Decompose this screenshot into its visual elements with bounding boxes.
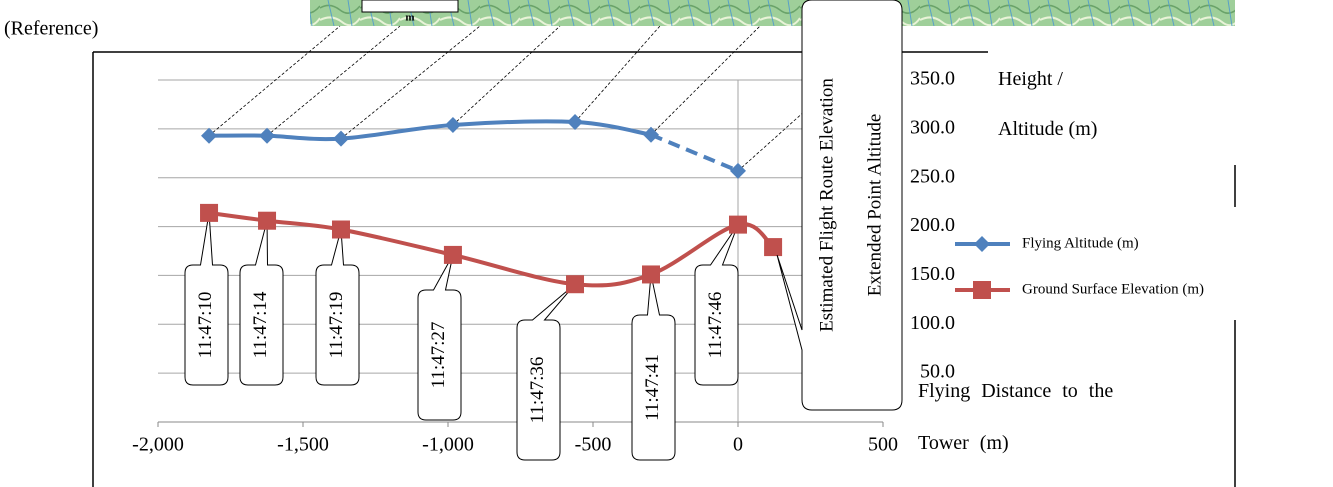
x-tick-label: 500 <box>868 434 898 456</box>
y-tick-label: 150.0 <box>910 263 955 285</box>
map-leader <box>341 26 480 139</box>
marker <box>333 131 349 147</box>
annotation: Extended Point Altitude <box>864 114 885 297</box>
series-line-dashed <box>651 135 738 171</box>
time-label: 11:47:19 <box>326 292 347 359</box>
marker <box>200 204 218 222</box>
marker <box>729 216 747 234</box>
map-leader <box>575 26 660 122</box>
x-tick-label: -2,000 <box>132 434 184 456</box>
time-label: 11:47:41 <box>642 354 663 421</box>
y-tick-label: 350.0 <box>910 68 955 90</box>
time-label: 11:47:46 <box>705 292 726 359</box>
series-line <box>209 213 773 286</box>
marker <box>258 212 276 230</box>
marker <box>764 238 782 256</box>
y-tick-label: 300.0 <box>910 116 955 138</box>
y-tick-label: 100.0 <box>910 312 955 334</box>
series-line <box>209 121 651 139</box>
marker <box>332 221 350 239</box>
marker <box>730 163 746 179</box>
legend-label: Ground Surface Elevation (m) <box>1022 281 1204 297</box>
marker <box>259 128 275 144</box>
marker <box>444 246 462 264</box>
annotation: Estimated Flight Route Elevation <box>816 78 837 332</box>
y-tick-label: 250.0 <box>910 165 955 187</box>
legend-marker <box>973 281 991 299</box>
time-label: 11:47:10 <box>195 292 216 359</box>
time-label: 11:47:27 <box>428 322 449 389</box>
chart: m (Reference) 50.0100.0150.0200.0250.030… <box>0 0 1333 487</box>
map-leader <box>267 26 400 136</box>
marker <box>201 128 217 144</box>
y-tick-label: 200.0 <box>910 214 955 236</box>
time-label: 11:47:36 <box>527 357 548 424</box>
x-tick-label: -500 <box>575 434 612 456</box>
marker <box>567 114 583 130</box>
marker <box>566 275 584 293</box>
map-leader <box>453 26 560 125</box>
map-scale-bar <box>362 0 458 12</box>
time-label: 11:47:14 <box>250 291 271 358</box>
x-tick-label: 0 <box>733 434 743 456</box>
legend-label: Flying Altitude (m) <box>1022 235 1139 251</box>
marker <box>642 265 660 283</box>
reference-label: (Reference) <box>4 18 98 40</box>
x-tick-label: -1,000 <box>422 434 474 456</box>
legend-marker <box>974 236 990 252</box>
map-scale-label: m <box>405 12 414 24</box>
map-leader <box>209 26 340 136</box>
y-axis-label: Height /Altitude (m) <box>998 68 1097 140</box>
x-tick-label: -1,500 <box>277 434 329 456</box>
